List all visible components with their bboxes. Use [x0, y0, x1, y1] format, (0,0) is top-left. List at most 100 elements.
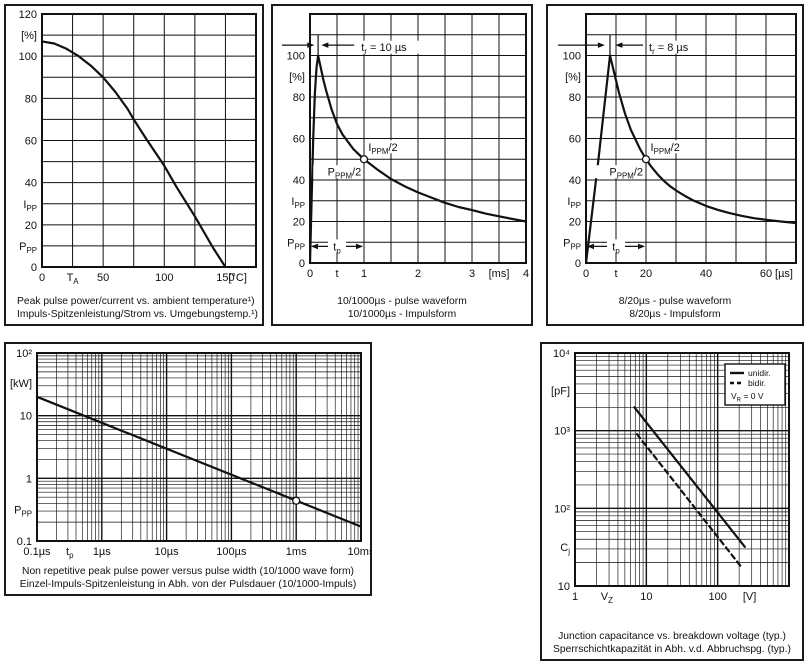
series — [308, 54, 528, 265]
svg-text:10²: 10² — [554, 503, 570, 515]
svg-text:Cj: Cj — [560, 542, 570, 556]
annotations: tr = 10 µs IPPM/2 PPPM/2 tp — [281, 34, 424, 255]
svg-text:100: 100 — [287, 51, 305, 63]
svg-text:50: 50 — [97, 272, 109, 284]
annotations: tr = 8 µs IPPM/2 PPPM/2 tp — [558, 34, 703, 255]
series — [584, 54, 798, 265]
chart-caption: Non repetitive peak pulse power versus p… — [8, 565, 368, 591]
svg-text:[%]: [%] — [21, 30, 37, 42]
svg-text:PPP: PPP — [19, 241, 37, 255]
annotations — [292, 496, 301, 505]
svg-text:10ms: 10ms — [348, 546, 370, 558]
svg-text:t: t — [614, 268, 617, 280]
caption-line-de: Sperrschichtkapazität in Abh. v.d. Abbru… — [553, 643, 791, 655]
svg-text:0: 0 — [575, 258, 581, 270]
svg-text:20: 20 — [25, 220, 37, 232]
svg-text:PPP: PPP — [287, 237, 305, 251]
caption-line-en: Peak pulse power/current vs. ambient tem… — [17, 295, 255, 307]
chart-caption: Junction capacitance vs. breakdown volta… — [544, 630, 800, 656]
svg-text:0: 0 — [299, 258, 305, 270]
svg-text:150: 150 — [216, 272, 234, 284]
svg-text:[°C]: [°C] — [228, 272, 246, 284]
svg-text:IPP: IPP — [291, 196, 305, 210]
caption-line-de: 10/1000µs - Impulsform — [347, 308, 457, 320]
svg-text:t: t — [335, 268, 338, 280]
svg-text:PPP: PPP — [563, 237, 581, 251]
svg-text:40: 40 — [25, 178, 37, 190]
caption-line-de: Einzel-Impuls-Spitzenleistung in Abh. vo… — [19, 578, 357, 590]
svg-text:1ms: 1ms — [286, 546, 307, 558]
ppp-vs-tp-plot: 0.1µs tp 1µs 10µs 100µs 1ms 10ms 10² [kW] 10 1 PPP 0… — [10, 348, 370, 560]
svg-text:[V]: [V] — [743, 591, 756, 603]
legend: unidir.bidir. VR = 0 V — [724, 363, 786, 406]
caption-line-de: Impuls-Spitzenleistung/Strom vs. Umgebun… — [17, 308, 258, 320]
svg-text:1: 1 — [26, 473, 32, 485]
chart-caption: 10/1000µs - pulse waveform 10/1000µs - I… — [275, 295, 529, 321]
svg-text:10: 10 — [640, 591, 652, 603]
svg-text:80: 80 — [569, 92, 581, 104]
temp-derating-plot: 0 TA 50 100 150[°C] 120 [%] 100 80 60 40 IPP 20 PPP 0 — [19, 9, 257, 286]
svg-text:tp: tp — [612, 241, 620, 255]
series-unidir — [633, 406, 746, 548]
svg-text:40: 40 — [700, 268, 712, 280]
svg-text:10: 10 — [20, 411, 32, 423]
svg-text:PPP: PPP — [14, 504, 32, 518]
svg-text:1: 1 — [361, 268, 367, 280]
svg-text:1µs: 1µs — [93, 546, 111, 558]
grid — [41, 13, 257, 268]
caption-line-en: Non repetitive peak pulse power versus p… — [22, 565, 354, 577]
svg-text:PPPM/2: PPPM/2 — [609, 167, 643, 181]
svg-text:100: 100 — [19, 51, 37, 63]
svg-text:[pF]: [pF] — [551, 385, 570, 397]
svg-text:0: 0 — [583, 268, 589, 280]
axis-ticks: 0 TA 50 100 150[°C] 120 [%] 100 80 60 40 IPP 20 PPP 0 — [19, 9, 247, 286]
chart-panel-temp-derating: 0 TA 50 100 150 [°C] 120 [%] 100 80 60 40 IPP 20 PPP 0 … — [4, 4, 264, 326]
svg-text:0: 0 — [307, 268, 313, 280]
svg-text:120: 120 — [19, 9, 37, 21]
svg-text:[ms]: [ms] — [489, 268, 510, 280]
svg-text:tr = 10 µs: tr = 10 µs — [361, 42, 407, 56]
svg-text:[kW]: [kW] — [10, 378, 32, 390]
series-derating-curve — [40, 40, 227, 269]
series — [633, 406, 746, 569]
svg-text:unidir.: unidir. — [748, 368, 771, 378]
svg-text:VZ: VZ — [601, 591, 613, 605]
svg-text:2: 2 — [415, 268, 421, 280]
series — [35, 395, 363, 528]
svg-text:TA: TA — [67, 272, 80, 286]
svg-text:1: 1 — [572, 591, 578, 603]
svg-text:100: 100 — [155, 272, 173, 284]
svg-text:VR = 0 V: VR = 0 V — [731, 391, 764, 403]
svg-text:20: 20 — [640, 268, 652, 280]
svg-text:0: 0 — [31, 262, 37, 274]
svg-text:100: 100 — [563, 51, 581, 63]
svg-text:60: 60 — [760, 268, 772, 280]
svg-text:tr = 8 µs: tr = 8 µs — [649, 42, 689, 56]
svg-text:[%]: [%] — [565, 71, 581, 83]
svg-text:IPP: IPP — [23, 199, 37, 213]
svg-text:IPP: IPP — [567, 196, 581, 210]
chart-caption: Peak pulse power/current vs. ambient tem… — [8, 295, 260, 321]
caption-line-de: 8/20µs - Impulsform — [629, 308, 721, 320]
grid — [36, 352, 362, 542]
caption-line-en: 10/1000µs - pulse waveform — [337, 295, 467, 307]
svg-text:100µs: 100µs — [216, 546, 247, 558]
svg-text:20: 20 — [293, 217, 305, 229]
svg-text:100: 100 — [708, 591, 726, 603]
chart-panel-pulse-8-20: 0 t 20 40 60 [µs] 100 [%] 80 60 40 IPP 20 PPP 0 tr = 8 … — [546, 4, 804, 326]
series — [40, 40, 227, 269]
axis-ticks: 1 VZ 10 100 [V] 10⁴ [pF] 10³ 10² Cj 10 — [551, 348, 756, 605]
svg-text:40: 40 — [293, 175, 305, 187]
svg-text:3: 3 — [469, 268, 475, 280]
pulse-10-1000-plot: 0 t 1 2 3 [ms] 4 100 [%] 80 60 40 IPP 20 PPP 0 tr = 10 µ… — [281, 13, 529, 280]
svg-text:10³: 10³ — [554, 426, 570, 438]
chart-panel-cj-vs-vz: 1 VZ 10 100 [V] 10⁴ [pF] 10³ 10² Cj 10 unidir. bidir… — [540, 342, 804, 661]
svg-text:PPPM/2: PPPM/2 — [328, 167, 362, 181]
svg-text:10: 10 — [558, 581, 570, 593]
svg-text:4: 4 — [523, 268, 529, 280]
series-pulse-waveform — [308, 54, 528, 265]
svg-text:0.1µs: 0.1µs — [23, 546, 51, 558]
svg-text:10µs: 10µs — [155, 546, 180, 558]
